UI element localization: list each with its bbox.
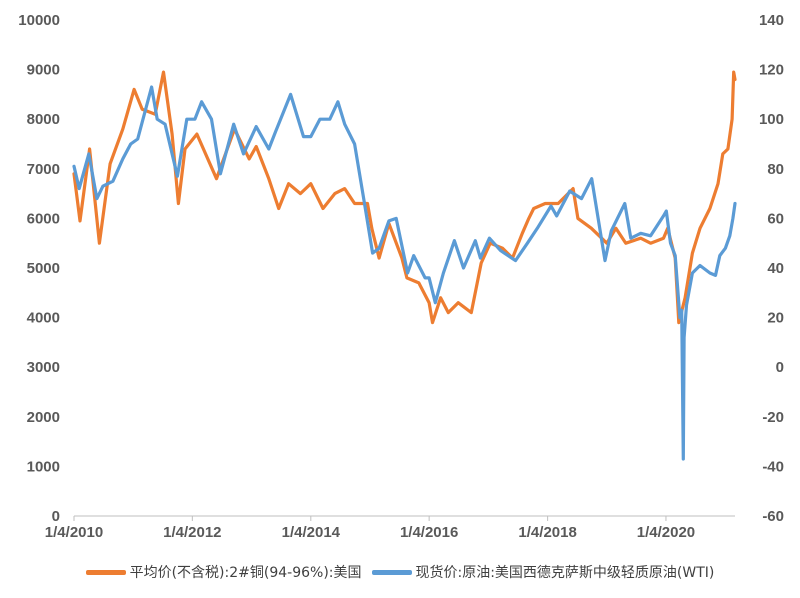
legend-label-wti: 现货价:原油:美国西德克萨斯中级轻质原油(WTI)	[415, 565, 715, 581]
series-layer	[72, 70, 737, 461]
left-tick-label: 7000	[27, 161, 60, 178]
right-tick-label: -40	[762, 458, 784, 475]
left-tick-label: 0	[52, 508, 60, 525]
left-tick-label: 10000	[18, 12, 60, 29]
legend-swatch-copper	[85, 569, 126, 575]
right-tick-label: 0	[776, 359, 784, 376]
legend-label-copper: 平均价(不含税):2#铜(94-96%):美国	[129, 565, 362, 581]
right-tick-label: 100	[759, 111, 784, 128]
left-tick-label: 4000	[27, 310, 60, 327]
x-tick-label: 1/4/2016	[400, 524, 458, 541]
left-tick-label: 3000	[27, 359, 60, 376]
left-tick-label: 8000	[27, 111, 60, 128]
right-tick-label: -20	[762, 409, 784, 426]
x-axis: 1/4/2010 1/4/2012 1/4/2014 1/4/2016 1/4/2018…	[45, 515, 735, 541]
right-tick-label: 140	[759, 12, 784, 29]
right-tick-label: 60	[767, 210, 784, 227]
legend-item-copper: 平均价(不含税):2#铜(94-96%):美国	[85, 562, 362, 582]
left-tick-label: 5000	[27, 260, 60, 277]
series-line-wti	[72, 85, 737, 461]
legend-swatch-wti	[371, 569, 412, 575]
legend: 平均价(不含税):2#铜(94-96%):美国 现货价:原油:美国西德克萨斯中级…	[0, 560, 800, 584]
series-line-copper	[72, 70, 737, 325]
left-tick-label: 6000	[27, 210, 60, 227]
x-tick-label: 1/4/2014	[282, 524, 341, 541]
right-axis-ticks: -60 -40 -20 0 20 40 60 80 100 120 140	[759, 12, 784, 525]
x-tick-label: 1/4/2018	[518, 524, 576, 541]
left-tick-label: 9000	[27, 62, 60, 79]
right-tick-label: 120	[759, 62, 784, 79]
x-tick-label: 1/4/2012	[163, 524, 221, 541]
right-tick-label: 40	[767, 260, 784, 277]
right-tick-label: 80	[767, 161, 784, 178]
left-tick-label: 2000	[27, 409, 60, 426]
left-tick-label: 1000	[27, 458, 60, 475]
x-tick-label: 1/4/2010	[45, 524, 103, 541]
legend-item-wti: 现货价:原油:美国西德克萨斯中级轻质原油(WTI)	[371, 562, 715, 582]
left-axis-ticks: 0 1000 2000 3000 4000 5000 6000 7000 8000 9000 100…	[18, 12, 60, 525]
x-tick-label: 1/4/2020	[637, 524, 695, 541]
right-tick-label: 20	[767, 310, 784, 327]
right-tick-label: -60	[762, 508, 784, 525]
